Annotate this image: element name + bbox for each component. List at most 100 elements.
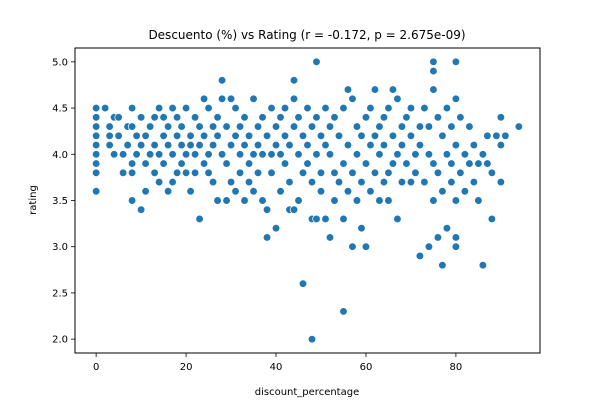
data-point [366,103,375,113]
data-point [262,131,272,140]
data-point [474,196,483,205]
data-point [258,196,267,205]
data-point [190,150,200,159]
data-point [325,122,335,131]
data-point [289,76,299,85]
data-point [438,261,447,270]
data-point [330,196,339,205]
data-point [150,140,159,150]
data-point [303,103,312,113]
data-point [397,140,407,150]
data-point [411,168,420,177]
data-point [154,177,164,187]
data-point [204,150,213,159]
data-point [384,103,393,113]
data-point [280,131,290,140]
data-point [388,131,398,140]
y-tick-label: 5.0 [52,57,68,68]
data-point [181,103,191,113]
data-point [402,159,411,168]
data-point [163,140,173,150]
data-point [195,214,204,224]
data-point [514,122,524,131]
data-point [451,57,461,67]
x-tick-label: 40 [270,362,283,373]
data-point [429,57,438,67]
x-axis-label: discount_percentage [255,387,359,398]
data-point [460,187,470,196]
data-point [442,103,452,113]
data-point [321,214,330,224]
data-point [235,122,245,131]
data-point [348,94,357,103]
y-tick-label: 3.0 [52,242,68,253]
data-point [447,177,456,187]
data-point [420,103,429,113]
data-point [334,131,344,140]
data-point [262,233,272,242]
data-point [393,150,402,159]
data-point [316,187,326,196]
data-point [375,122,384,131]
data-point [136,140,146,150]
data-point [496,140,506,150]
data-point [375,196,384,205]
y-axis-label: rating [28,185,39,215]
data-point [208,122,218,131]
data-point [447,122,456,131]
data-point [240,113,249,122]
data-point [339,103,348,113]
data-point [429,196,438,205]
data-point [262,205,272,214]
data-point [321,140,330,150]
data-point [154,150,164,159]
data-point [348,242,357,251]
data-point [208,140,218,150]
data-point [267,168,276,177]
data-point [136,205,146,214]
data-point [199,131,209,140]
y-tick-label: 3.5 [52,196,68,207]
data-point [366,140,375,150]
data-point [415,122,425,131]
data-point [145,122,155,131]
plot-frame [74,47,541,354]
data-point [460,150,470,159]
data-point [231,131,240,140]
data-point [226,177,236,187]
data-point [496,177,506,187]
data-point [118,150,128,159]
data-point [343,187,353,196]
data-point [195,140,204,150]
data-point [177,122,186,131]
data-point [312,57,321,67]
data-point [204,168,213,177]
data-point [123,140,132,150]
data-point [312,214,321,224]
data-point [235,168,245,177]
data-point [190,168,200,177]
data-point [249,94,258,103]
data-point [118,168,128,177]
data-point [298,168,308,177]
data-point [469,177,479,187]
data-point [109,150,119,159]
data-point [375,150,384,159]
data-point [186,140,195,150]
data-point [397,177,407,187]
data-point [487,168,497,177]
data-point [159,131,168,140]
data-point [384,168,393,177]
data-point [384,196,393,205]
data-point [361,113,371,122]
data-point [343,85,353,94]
data-point [271,140,281,150]
data-point [447,159,456,168]
data-point [204,103,213,113]
data-point [478,150,488,159]
data-point [483,159,492,168]
data-point [442,150,452,159]
data-point [226,94,236,103]
data-point [235,150,245,159]
